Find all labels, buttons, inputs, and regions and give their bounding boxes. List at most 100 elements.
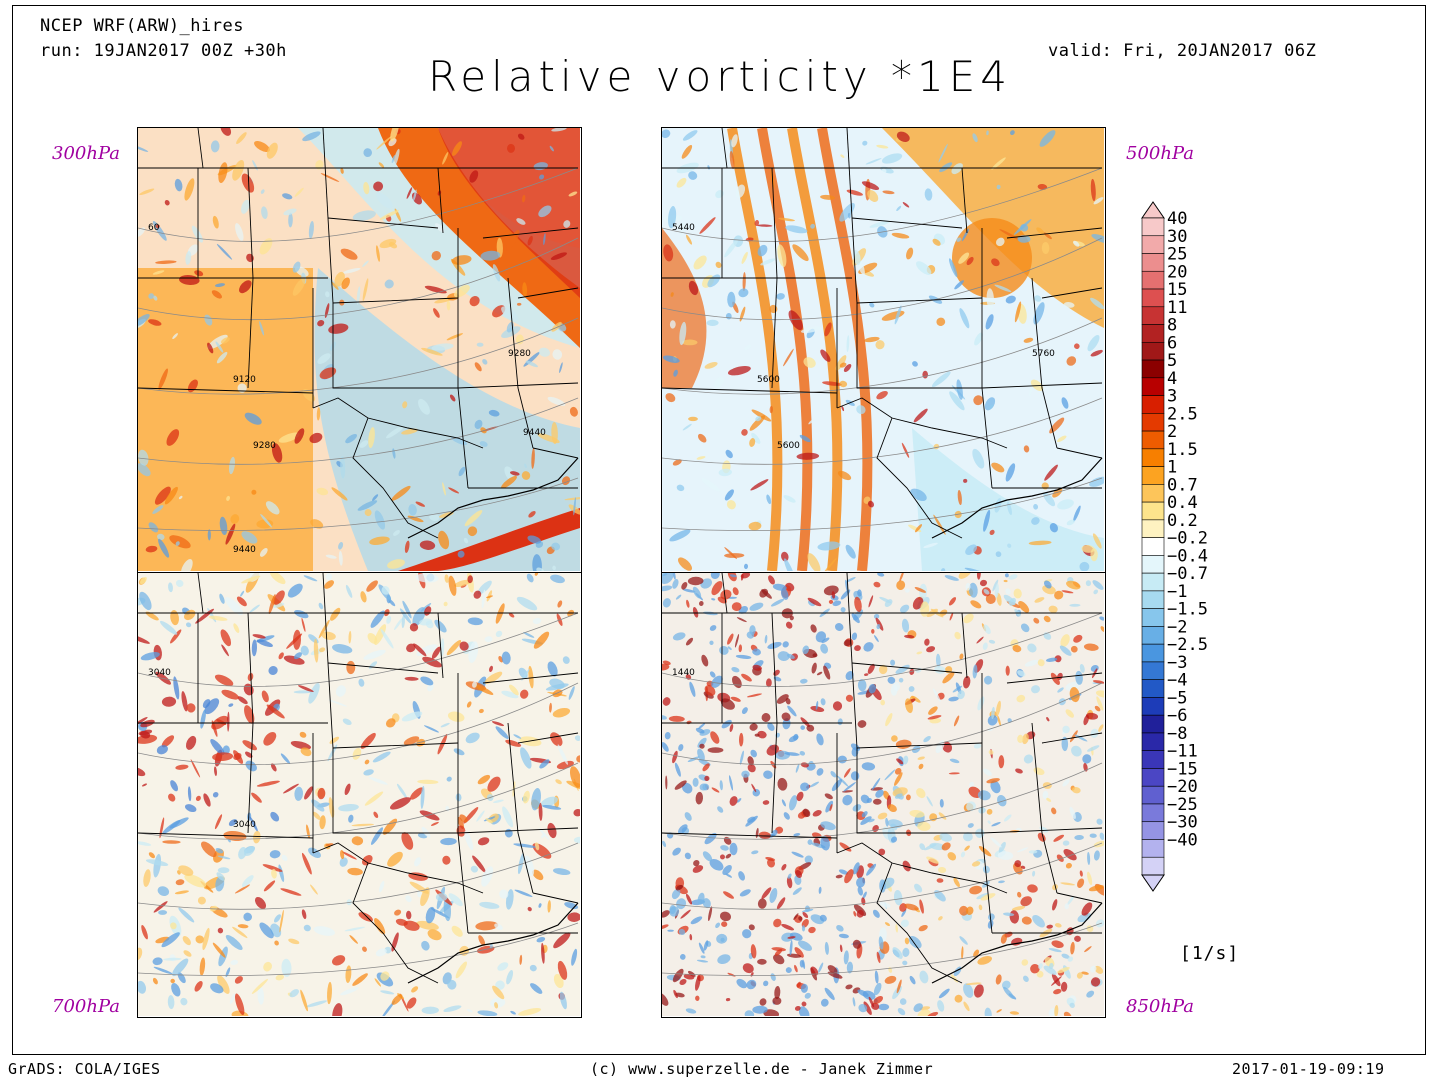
colorbar-tick-label: −30 <box>1167 813 1198 833</box>
colorbar-tick-label: 0.2 <box>1167 511 1198 531</box>
colorbar-swatch <box>1141 217 1165 237</box>
model-name: NCEP WRF(ARW)_hires <box>40 16 244 36</box>
vorticity-field <box>662 573 1104 1016</box>
colorbar-tick-label: −1 <box>1167 582 1187 602</box>
contour-label: 5600 <box>777 441 800 451</box>
contour-label: 3040 <box>233 820 256 830</box>
level-label-850: 850hPa <box>1126 996 1194 1017</box>
colorbar-tick-label: −0.4 <box>1167 546 1208 566</box>
colorbar-swatch <box>1141 661 1165 680</box>
colorbar-tick-label: 2.5 <box>1167 404 1198 424</box>
colorbar-tick-label: −0.2 <box>1167 529 1208 549</box>
colorbar-swatch <box>1141 270 1165 290</box>
colorbar-tick-label: 6 <box>1167 333 1177 353</box>
contour-label: 1440 <box>672 668 695 678</box>
page-title: Relative vorticity *1E4 <box>427 52 1013 101</box>
colorbar-swatch <box>1141 484 1165 503</box>
contour-label: 9440 <box>233 545 256 555</box>
colorbar-tick-label: 5 <box>1167 351 1177 371</box>
vorticity-field <box>662 128 1104 571</box>
map-panel-300hpa: 60 9120 9280 9280 9440 9440 <box>137 127 582 573</box>
colorbar-swatch <box>1141 626 1165 645</box>
height-contours <box>662 167 1103 531</box>
colorbar-units: [1/s] <box>1180 943 1240 964</box>
colorbar-swatch <box>1141 803 1165 823</box>
colorbar-swatch <box>1141 679 1165 698</box>
colorbar-tick-label: −0.7 <box>1167 564 1208 584</box>
colorbar-swatch <box>1141 377 1165 396</box>
contour-label: 9280 <box>508 349 531 359</box>
colorbar-tick-label: −4 <box>1167 671 1187 691</box>
colorbar-swatch <box>1141 430 1165 450</box>
contour-label: 60 <box>148 223 160 233</box>
colorbar-tick-label: 2 <box>1167 422 1177 442</box>
colorbar-swatch <box>1141 555 1165 574</box>
map-panel-500hpa: 5440 5600 5600 5760 <box>661 127 1106 573</box>
colorbar-swatch <box>1141 750 1165 769</box>
map-background <box>138 573 580 1016</box>
height-contours <box>138 167 579 531</box>
colorbar-tick-label: 0.4 <box>1167 493 1198 513</box>
colorbar-swatch <box>1141 395 1165 414</box>
colorbar-tick-label: −3 <box>1167 653 1187 673</box>
colorbar-tick-label: −5 <box>1167 688 1187 708</box>
map-panel-850hpa: 1440 <box>661 572 1106 1018</box>
coastline <box>931 457 1103 539</box>
colorbar-tick-label: −1.5 <box>1167 600 1208 620</box>
run-time: run: 19JAN2017 00Z +30h <box>40 41 287 61</box>
colorbar-tick-label: 15 <box>1167 280 1187 300</box>
colorbar-swatch <box>1141 519 1165 538</box>
colorbar-swatch <box>1141 839 1165 858</box>
contour-label: 9120 <box>233 375 256 385</box>
colorbar-swatch <box>1141 288 1165 308</box>
coastline <box>407 457 579 539</box>
colorbar-swatch <box>1141 448 1165 467</box>
colorbar-swatch <box>1141 821 1165 840</box>
vorticity-field <box>138 573 580 1016</box>
colorbar-swatch <box>1141 785 1165 805</box>
colorbar-swatch <box>1141 235 1165 254</box>
contour-label: 9440 <box>523 428 546 438</box>
colorbar-tick-label: 8 <box>1167 316 1177 336</box>
colorbar-swatch <box>1141 572 1165 592</box>
state-borders <box>138 128 579 539</box>
colorbar-swatch <box>1141 537 1165 556</box>
colorbar-tick-label: 40 <box>1167 209 1187 229</box>
state-borders <box>662 128 1103 539</box>
level-label-500: 500hPa <box>1126 143 1194 164</box>
footer-credit: (c) www.superzelle.de - Janek Zimmer <box>590 1060 934 1078</box>
colorbar-tick-label: 1.5 <box>1167 440 1198 460</box>
colorbar-swatch <box>1141 306 1165 325</box>
colorbar-swatch <box>1141 768 1165 787</box>
colorbar-swatch <box>1141 501 1165 521</box>
colorbar-swatch <box>1141 324 1165 343</box>
colorbar-tick-label: −2 <box>1167 617 1187 637</box>
contour-label: 3040 <box>148 668 171 678</box>
colorbar-tick-label: −20 <box>1167 777 1198 797</box>
colorbar-swatch <box>1141 466 1165 485</box>
level-label-700: 700hPa <box>52 996 120 1017</box>
contour-label: 5440 <box>672 223 695 233</box>
colorbar-tick-label: 0.7 <box>1167 475 1198 495</box>
contour-label: 5600 <box>757 375 780 385</box>
colorbar-tick-label: 3 <box>1167 387 1177 407</box>
map-panel-700hpa: 3040 3040 <box>137 572 582 1018</box>
colorbar-tick-label: 4 <box>1167 369 1177 389</box>
colorbar-tick-label: −40 <box>1167 830 1198 850</box>
colorbar-swatch <box>1141 413 1165 432</box>
colorbar-tick-label: −8 <box>1167 724 1187 744</box>
colorbar-bottom-arrow <box>1141 874 1165 892</box>
colorbar-tick-label: 1 <box>1167 458 1177 478</box>
level-label-300: 300hPa <box>52 143 120 164</box>
colorbar-swatch <box>1141 253 1165 272</box>
colorbar-tick-label: 25 <box>1167 245 1187 265</box>
colorbar-swatch <box>1141 341 1165 361</box>
colorbar-swatch <box>1141 643 1165 663</box>
figure-frame <box>12 5 1426 1055</box>
colorbar-tick-label: −15 <box>1167 759 1198 779</box>
state-borders <box>138 573 579 984</box>
footer-timestamp: 2017-01-19-09:19 <box>1232 1060 1385 1078</box>
colorbar-tick-label: 20 <box>1167 262 1187 282</box>
colorbar-swatch <box>1141 732 1165 752</box>
state-borders <box>662 573 1103 984</box>
